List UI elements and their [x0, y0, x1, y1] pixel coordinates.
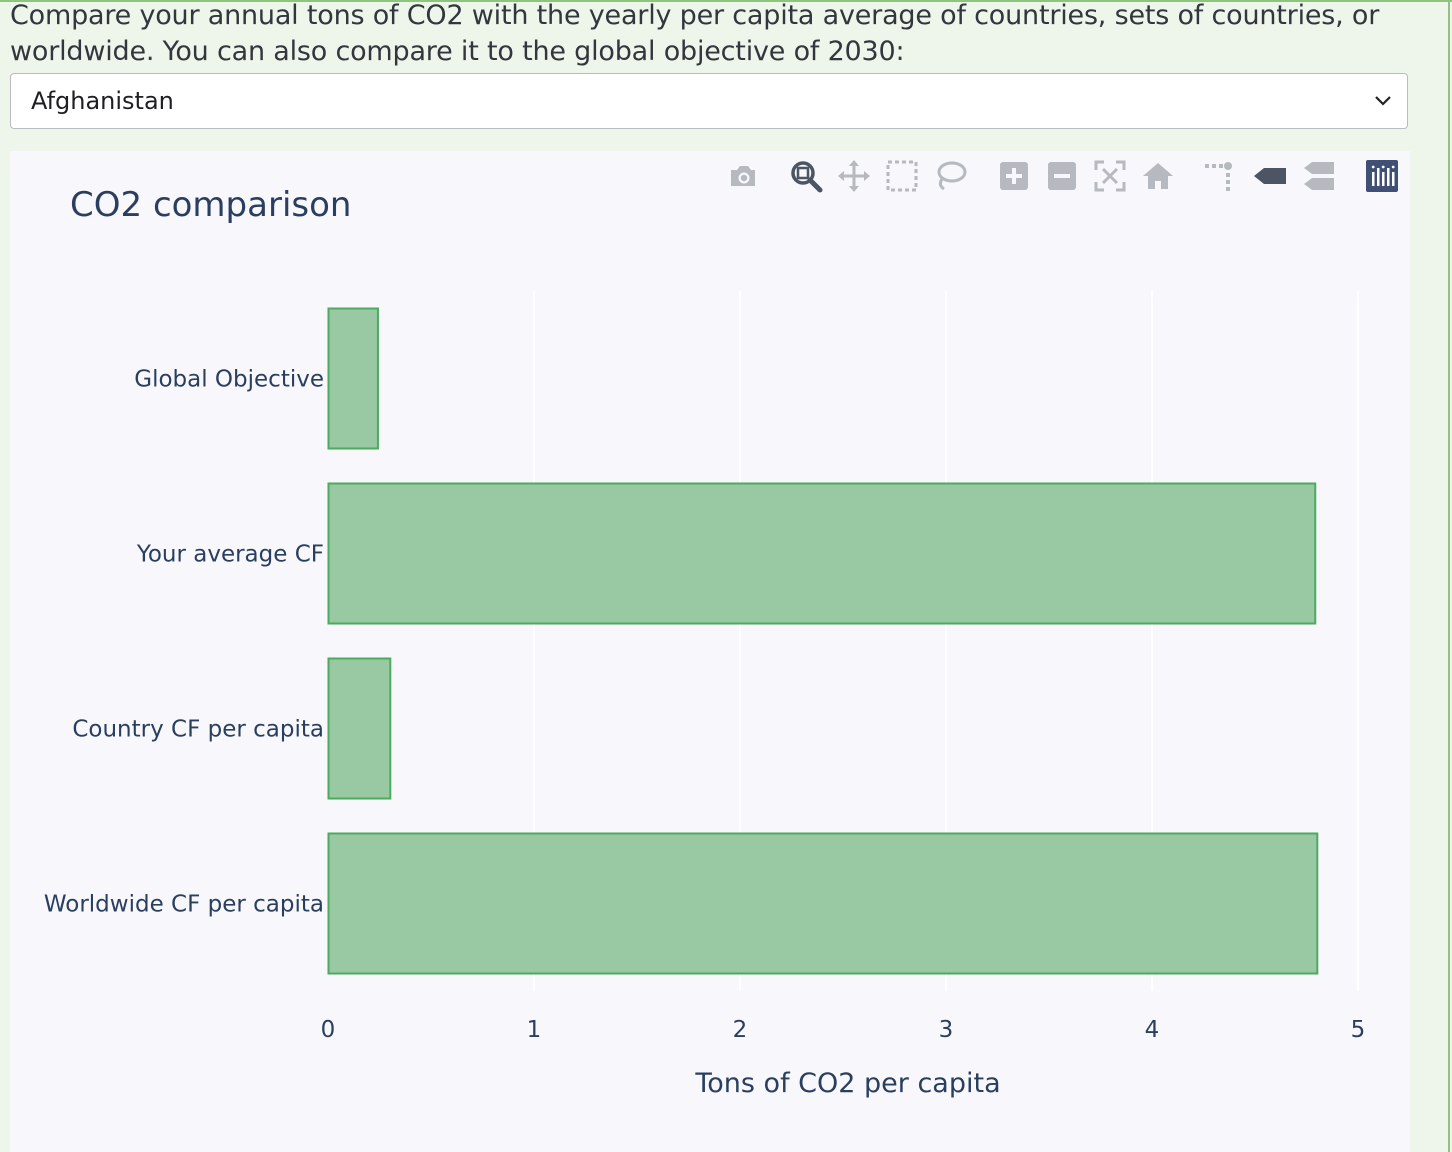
- x-tick-label: 5: [1351, 1017, 1366, 1043]
- x-tick-label: 1: [527, 1017, 542, 1043]
- pan-icon[interactable]: [834, 158, 874, 194]
- country-select[interactable]: Afghanistan: [10, 73, 1408, 129]
- bar: [327, 657, 392, 800]
- x-tick-label: 4: [1145, 1017, 1160, 1043]
- bar: [327, 482, 1317, 625]
- y-tick-label: Country CF per capita: [72, 717, 324, 743]
- top-border: [0, 0, 1452, 2]
- box-select-icon[interactable]: [882, 158, 922, 194]
- x-tick-label: 2: [733, 1017, 748, 1043]
- chart-title: CO2 comparison: [70, 185, 352, 225]
- intro-text: Compare your annual tons of CO2 with the…: [10, 0, 1380, 67]
- y-tick-label: Your average CF: [136, 542, 324, 568]
- x-tick-label: 3: [939, 1017, 954, 1043]
- hover-compare-icon[interactable]: [1298, 158, 1338, 194]
- country-select-value: Afghanistan: [31, 87, 174, 115]
- y-tick-label: Global Objective: [134, 367, 324, 393]
- chart-panel: Global Objective Your average CF Country C…: [10, 151, 1410, 1152]
- autoscale-icon[interactable]: [1090, 158, 1130, 194]
- spike-lines-icon[interactable]: [1198, 158, 1238, 194]
- chevron-down-icon: [1373, 93, 1393, 112]
- hover-closest-icon[interactable]: [1250, 158, 1290, 194]
- zoom-icon[interactable]: [786, 158, 826, 194]
- lasso-icon[interactable]: [930, 158, 970, 194]
- right-border: [1448, 0, 1450, 1152]
- x-axis-title: Tons of CO2 per capita: [694, 1068, 1000, 1099]
- plotly-logo-icon[interactable]: [1362, 158, 1402, 194]
- bar: [327, 307, 379, 450]
- bar: [327, 832, 1319, 975]
- zoom-out-icon[interactable]: [1042, 158, 1082, 194]
- reset-axes-icon[interactable]: [1138, 158, 1178, 194]
- y-tick-label: Worldwide CF per capita: [44, 892, 324, 918]
- zoom-in-icon[interactable]: [994, 158, 1034, 194]
- bar-chart: Global Objective Your average CF Country C…: [44, 291, 1366, 1099]
- camera-icon[interactable]: [722, 158, 762, 194]
- chart-modebar: [0, 158, 1452, 198]
- x-tick-label: 0: [321, 1017, 336, 1043]
